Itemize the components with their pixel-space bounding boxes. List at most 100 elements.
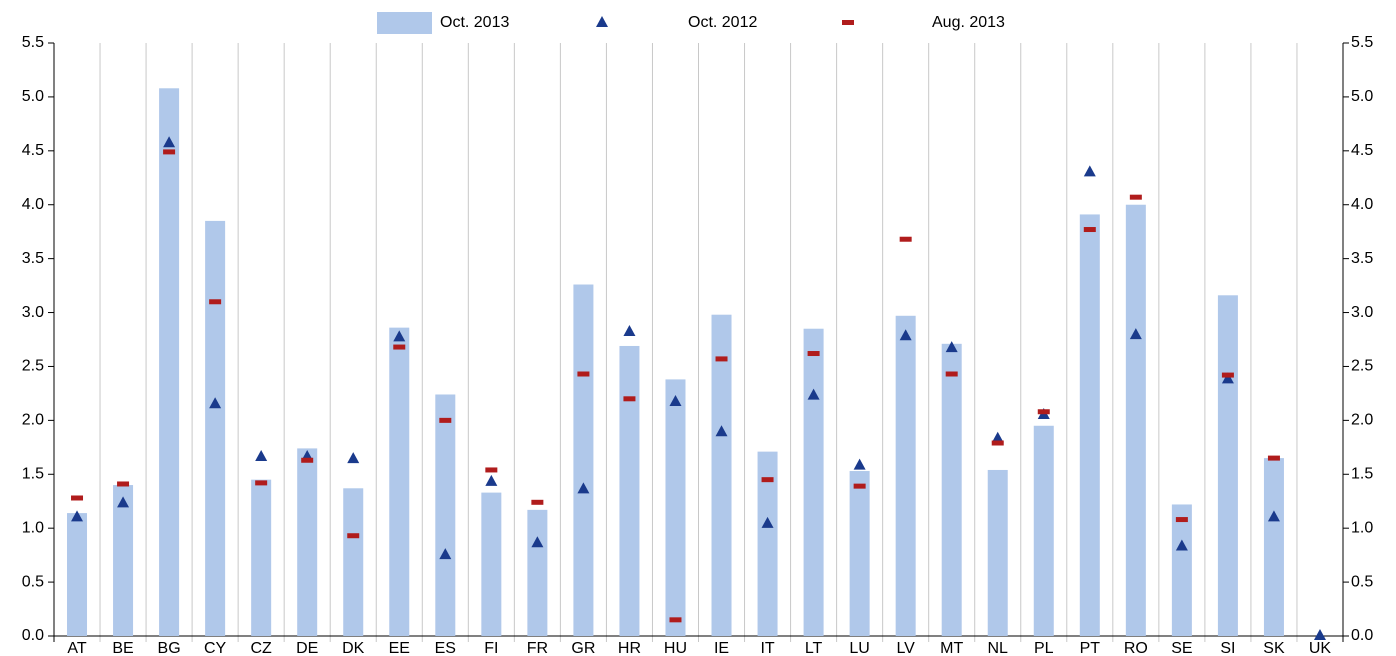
bar (1217, 295, 1238, 636)
bar (67, 513, 88, 636)
y-tick-label: 0.0 (22, 627, 44, 644)
triangle-marker (393, 330, 406, 342)
dash-marker (209, 299, 222, 305)
triangle-marker (439, 548, 452, 560)
bar (803, 328, 824, 636)
y2-tick-label: 2.5 (1351, 358, 1373, 375)
x-tick-label: MT (940, 640, 963, 656)
triangle-marker (1129, 328, 1142, 340)
triangle-marker (163, 136, 176, 148)
triangle-marker (853, 458, 866, 470)
y2-tick-label: 3.0 (1351, 304, 1373, 321)
legend-swatch (377, 12, 432, 34)
triangle-marker (991, 431, 1004, 443)
y2-tick-label: 1.5 (1351, 465, 1373, 482)
dash-marker (945, 371, 958, 377)
triangle-marker (255, 450, 268, 462)
y-tick-label: 0.5 (22, 573, 44, 590)
x-tick-label: EE (389, 640, 410, 656)
x-tick-label: GR (571, 640, 595, 656)
x-tick-label: PT (1080, 640, 1101, 656)
x-tick-label: PL (1034, 640, 1054, 656)
x-tick-label: UK (1309, 640, 1332, 656)
bar (711, 314, 732, 636)
dash-marker (163, 149, 176, 155)
triangle-marker (531, 536, 544, 548)
bar (1079, 214, 1100, 636)
y-tick-label: 1.0 (22, 519, 44, 536)
dash-marker (1267, 455, 1280, 461)
y2-tick-label: 0.5 (1351, 573, 1373, 590)
bar (941, 343, 962, 636)
triangle-marker (117, 496, 130, 508)
y-tick-label: 3.0 (22, 304, 44, 321)
bar (159, 88, 180, 637)
x-tick-label: DK (342, 640, 365, 656)
triangle-marker (623, 324, 636, 336)
bar (757, 451, 778, 636)
y2-tick-label: 1.0 (1351, 519, 1373, 536)
bar (1125, 204, 1146, 636)
triangle-marker (945, 341, 958, 353)
x-tick-label: FI (484, 640, 498, 656)
y-tick-label: 2.5 (22, 358, 44, 375)
x-tick-label: IE (714, 640, 729, 656)
dash-marker (393, 344, 406, 350)
x-tick-label: CY (204, 640, 227, 656)
bar (1033, 425, 1054, 636)
y-tick-label: 2.0 (22, 412, 44, 429)
triangle-marker (1267, 510, 1280, 522)
x-tick-label: HR (618, 640, 641, 656)
dash-marker (117, 481, 130, 487)
dash-marker (1129, 194, 1142, 200)
bar (1171, 504, 1192, 636)
legend-label: Oct. 2012 (688, 14, 757, 31)
dash-marker (1037, 409, 1050, 415)
dash-marker (1221, 372, 1234, 378)
y-tick-label: 5.0 (22, 88, 44, 105)
legend-swatch (596, 16, 608, 27)
dash-marker (991, 440, 1004, 446)
dash-marker (669, 617, 682, 623)
dash-marker (71, 495, 84, 501)
x-tick-label: LU (849, 640, 869, 656)
y2-tick-label: 4.0 (1351, 196, 1373, 213)
dash-marker (347, 533, 360, 539)
x-tick-label: RO (1124, 640, 1148, 656)
dash-marker (761, 477, 774, 483)
bar (1263, 458, 1284, 636)
dash-marker (577, 371, 590, 377)
dash-marker (531, 499, 544, 505)
bar (113, 485, 134, 636)
y-tick-label: 1.5 (22, 465, 44, 482)
x-tick-label: IT (760, 640, 774, 656)
triangle-marker (347, 452, 360, 464)
y-tick-label: 3.5 (22, 250, 44, 267)
x-tick-label: BG (158, 640, 181, 656)
y2-tick-label: 5.0 (1351, 88, 1373, 105)
triangle-marker (669, 395, 682, 407)
triangle-marker (807, 388, 820, 400)
x-tick-label: HU (664, 640, 687, 656)
bar (895, 315, 916, 636)
dash-marker (807, 351, 820, 357)
x-tick-label: LV (896, 640, 915, 656)
bar (435, 394, 456, 636)
triangle-marker (715, 425, 728, 437)
dash-marker (301, 457, 314, 463)
x-tick-label: SE (1171, 640, 1192, 656)
dash-marker (899, 236, 912, 242)
dash-marker (1083, 227, 1096, 233)
bar (619, 345, 640, 636)
x-tick-label: SK (1263, 640, 1285, 656)
x-tick-label: ES (435, 640, 456, 656)
triangle-marker (485, 474, 498, 486)
x-tick-label: BE (112, 640, 133, 656)
x-tick-label: SI (1220, 640, 1235, 656)
y-tick-label: 5.5 (22, 34, 44, 51)
bar (343, 488, 364, 636)
y-tick-label: 4.0 (22, 196, 44, 213)
triangle-marker (761, 516, 774, 528)
bar (849, 471, 870, 636)
